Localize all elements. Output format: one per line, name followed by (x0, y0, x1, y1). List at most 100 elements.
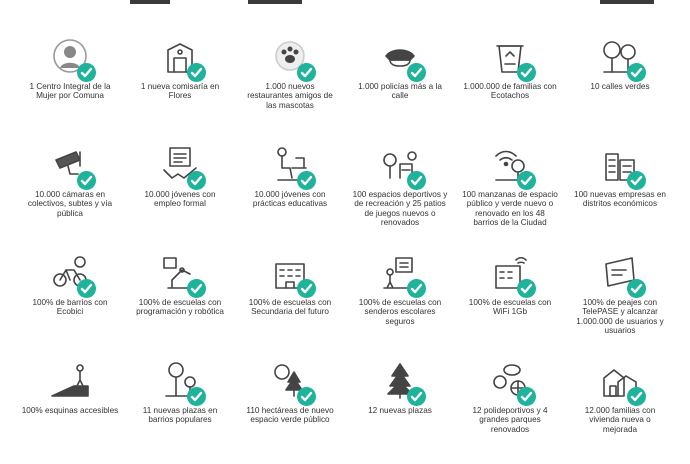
check-icon (297, 279, 316, 298)
check-icon (517, 63, 536, 82)
check-icon (77, 63, 96, 82)
check-icon (627, 63, 646, 82)
goal-item: 11 nuevas plazas en barrios populares (125, 356, 235, 464)
goal-item: 10.000 jóvenes con empleo formal (125, 140, 235, 248)
top-bar-segment (248, 0, 302, 4)
check-icon (297, 387, 316, 406)
goal-item: 100% de barrios con Ecobici (15, 248, 125, 356)
goal-label: 1.000 policías más a la calle (358, 82, 442, 101)
goal-label: 1 nueva comisaría en Flores (140, 82, 220, 101)
goal-label: 1 Centro Integral de la Mujer por Comuna (29, 82, 111, 101)
goal-label: 100% de escuelas con senderos escolares … (358, 298, 442, 326)
goal-label: 100% de escuelas con Secundaria del futu… (248, 298, 332, 317)
school-path-icon (376, 252, 426, 298)
bicycle-icon (46, 252, 96, 298)
plaza-sign-icon (156, 360, 206, 406)
wifi-tree-icon (486, 144, 536, 190)
buildings-icon (596, 144, 646, 190)
goal-item: 1.000 nuevos restaurantes amigos de las … (235, 32, 345, 140)
check-icon (187, 171, 206, 190)
check-icon (407, 279, 426, 298)
ramp-walker-icon (46, 360, 94, 402)
goal-label: 100% de peajes con TelePASE y alcanzar 1… (576, 298, 664, 336)
paw-icon (266, 36, 316, 82)
pine-tree-icon (376, 360, 426, 406)
goal-label: 100 espacios deportivos y de recreación … (352, 190, 448, 228)
woman-avatar-icon (46, 36, 96, 82)
goal-item: 100% esquinas accesibles (15, 356, 125, 464)
telepase-tag-icon (596, 252, 646, 298)
recycling-bin-icon (486, 36, 536, 82)
goal-item: 1.000 policías más a la calle (345, 32, 455, 140)
goal-item: 1 nueva comisaría en Flores (125, 32, 235, 140)
check-icon (517, 171, 536, 190)
goal-item: 100% de escuelas con programación y robó… (125, 248, 235, 356)
check-icon (187, 387, 206, 406)
goal-label: 110 hectáreas de nuevo espacio verde púb… (246, 406, 334, 425)
goal-item: 100% de escuelas con senderos escolares … (345, 248, 455, 356)
goal-label: 1.000 nuevos restaurantes amigos de las … (247, 82, 333, 110)
school-building-icon (266, 252, 316, 298)
check-icon (517, 387, 536, 406)
goal-item: 110 hectáreas de nuevo espacio verde púb… (235, 356, 345, 464)
check-icon (77, 171, 96, 190)
trees-icon (596, 36, 646, 82)
goal-label: 100% de escuelas con WiFi 1Gb (468, 298, 552, 317)
goal-item: 10 calles verdes (565, 32, 675, 140)
goal-label: 100% de escuelas con programación y robó… (136, 298, 224, 317)
houses-icon (596, 360, 646, 406)
top-bar (0, 0, 690, 4)
check-icon (627, 387, 646, 406)
hectares-tree-icon (266, 360, 316, 406)
check-icon (407, 171, 426, 190)
check-icon (627, 279, 646, 298)
check-icon (407, 63, 426, 82)
goal-item: 100% de peajes con TelePASE y alcanzar 1… (565, 248, 675, 356)
goal-label: 12.000 familias con vivienda nueva o mej… (584, 406, 656, 434)
goals-grid: 1 Centro Integral de la Mujer por Comuna… (15, 32, 675, 452)
school-wifi-icon (486, 252, 536, 298)
goal-label: 100 nuevas empresas en distritos económi… (574, 190, 666, 209)
goal-label: 11 nuevas plazas en barrios populares (142, 406, 218, 425)
goal-item: 100% de escuelas con WiFi 1Gb (455, 248, 565, 356)
goal-item: 100 nuevas empresas en distritos económi… (565, 140, 675, 248)
police-cap-icon (376, 36, 426, 82)
goal-item: 100% de escuelas con Secundaria del futu… (235, 248, 345, 356)
robotic-arm-icon (156, 252, 206, 298)
check-icon (187, 279, 206, 298)
goal-item: 100 manzanas de espacio público y verde … (455, 140, 565, 248)
check-icon (517, 279, 536, 298)
top-bar-segment (600, 0, 654, 4)
goal-label: 10 calles verdes (590, 82, 650, 91)
goal-label: 10.000 jóvenes con prácticas educativas (252, 190, 328, 209)
goal-item: 10.000 cámaras en colectivos, subtes y v… (15, 140, 125, 248)
handshake-contract-icon (156, 144, 206, 190)
goal-item: 10.000 jóvenes con prácticas educativas (235, 140, 345, 248)
goal-item: 12 nuevas plazas (345, 356, 455, 464)
police-station-icon (156, 36, 206, 82)
sports-balls-icon (486, 360, 536, 406)
goal-item: 12 polideportivos y 4 grandes parques re… (455, 356, 565, 464)
goal-item: 12.000 familias con vivienda nueva o mej… (565, 356, 675, 464)
goal-label: 100 manzanas de espacio público y verde … (462, 190, 558, 228)
goal-label: 12 nuevas plazas (368, 406, 432, 415)
check-icon (297, 63, 316, 82)
check-icon (297, 171, 316, 190)
person-at-desk-icon (266, 144, 316, 190)
goal-label: 100% esquinas accesibles (21, 406, 119, 415)
check-icon (627, 171, 646, 190)
goal-label: 10.000 jóvenes con empleo formal (144, 190, 216, 209)
goal-label: 10.000 cámaras en colectivos, subtes y v… (27, 190, 113, 218)
top-bar-segment (130, 0, 170, 4)
goal-label: 1.000.000 de familias con Ecotachos (463, 82, 557, 101)
park-playground-icon (376, 144, 426, 190)
check-icon (187, 63, 206, 82)
security-camera-icon (46, 144, 96, 190)
goal-item: 100 espacios deportivos y de recreación … (345, 140, 455, 248)
check-icon (407, 387, 426, 406)
goal-item: 1.000.000 de familias con Ecotachos (455, 32, 565, 140)
goal-label: 100% de barrios con Ecobici (32, 298, 108, 317)
check-icon (77, 279, 96, 298)
goal-label: 12 polideportivos y 4 grandes parques re… (472, 406, 548, 434)
goal-item: 1 Centro Integral de la Mujer por Comuna (15, 32, 125, 140)
